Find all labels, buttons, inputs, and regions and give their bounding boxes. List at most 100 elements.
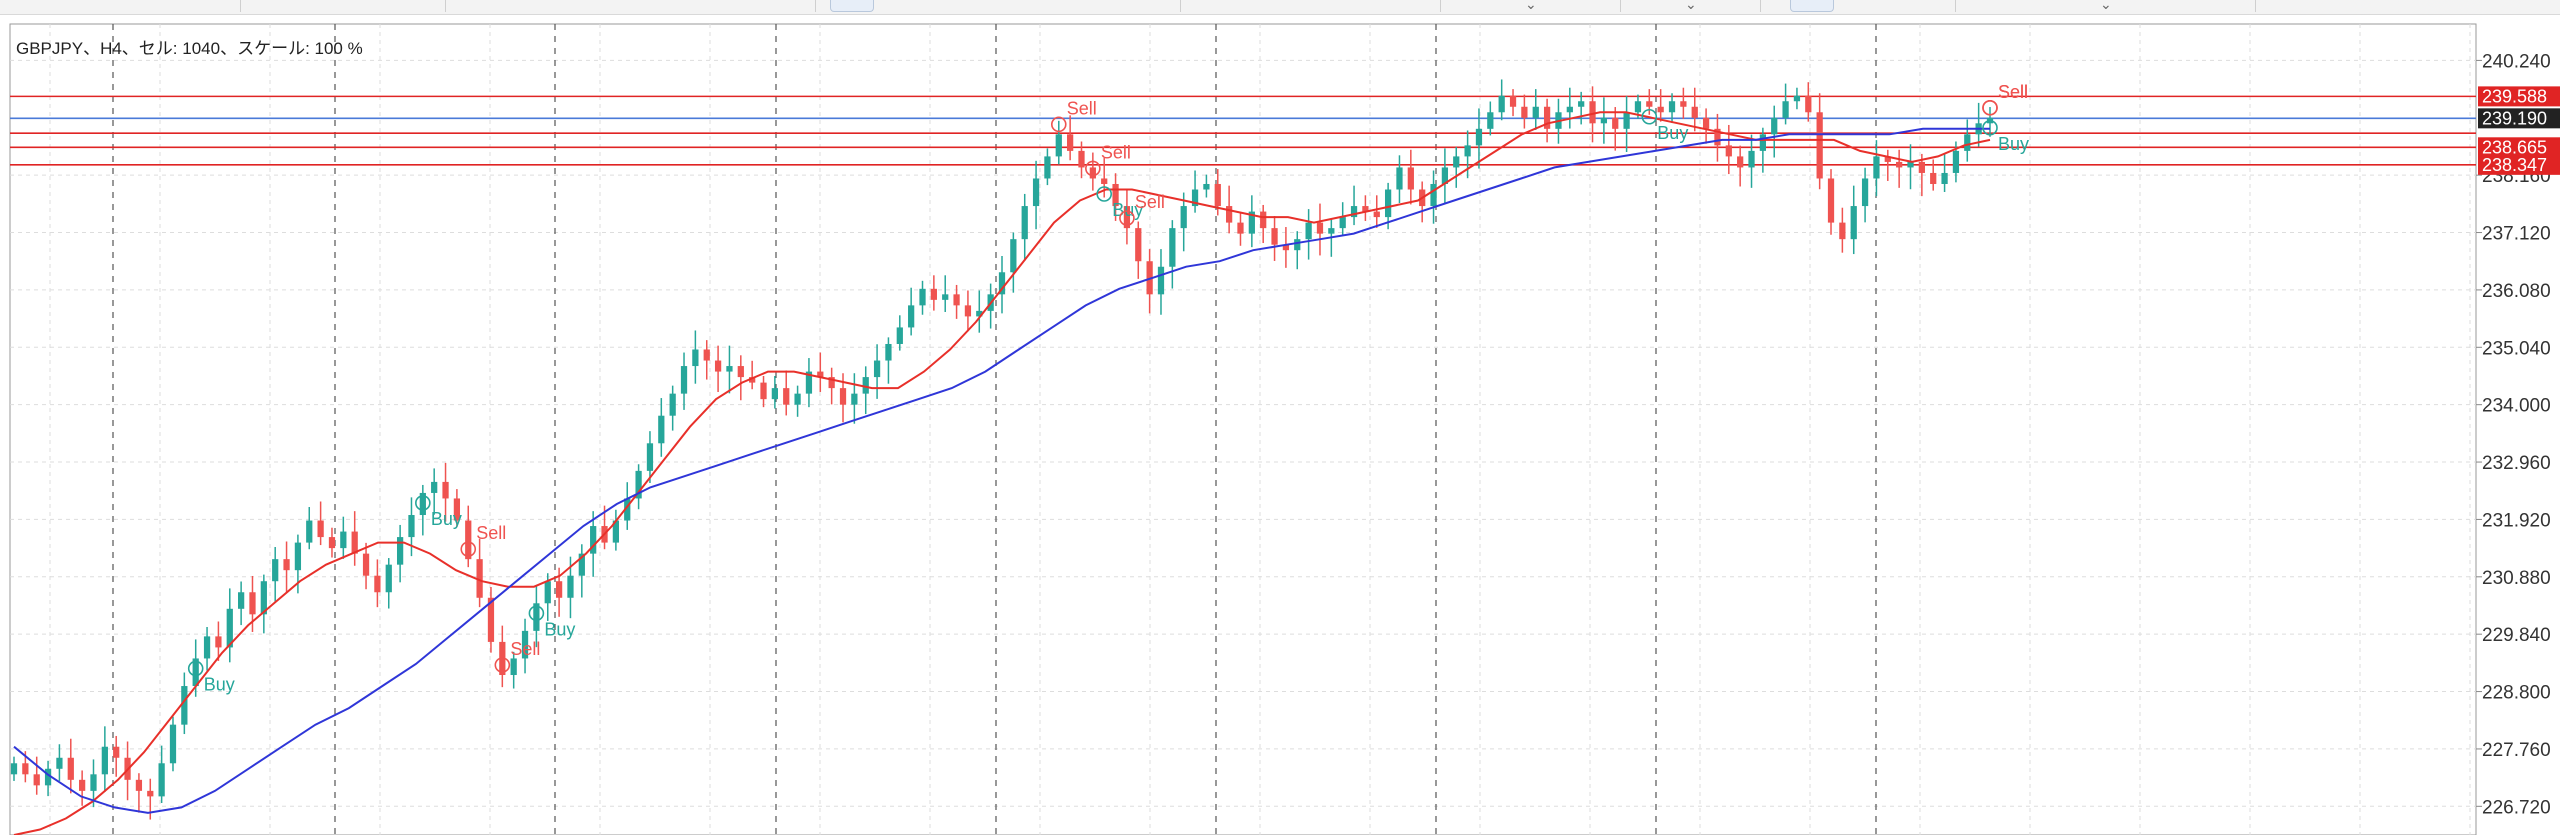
candle-bull <box>896 327 903 344</box>
y-tick-label: 230.880 <box>2482 568 2551 589</box>
candles <box>10 79 1994 820</box>
toolbar-separator <box>240 0 241 12</box>
sell-signal-marker <box>1119 210 1135 226</box>
sell-signal-label: Sell <box>510 639 540 659</box>
candle-bull <box>1191 189 1199 207</box>
candle-bear <box>1737 156 1744 168</box>
candle-bull <box>260 581 267 615</box>
candle-bear <box>817 371 824 378</box>
toolbar-button[interactable] <box>830 0 874 12</box>
candle-bear <box>1839 222 1846 240</box>
candle-bull <box>1907 161 1914 168</box>
candle-bull <box>1305 222 1312 240</box>
candle-bull <box>1668 101 1676 113</box>
candle-bull <box>885 343 892 361</box>
candle-bear <box>1543 106 1551 129</box>
candle-bear <box>147 790 154 797</box>
candle-bull <box>1793 95 1801 102</box>
candle-bear <box>67 757 74 780</box>
candle-bear <box>749 377 756 383</box>
candle-bear <box>1271 228 1278 245</box>
sell-signal-label: Sell <box>1998 82 2028 102</box>
buy-signal-label: Buy <box>1657 123 1688 143</box>
chevron-down-icon[interactable]: ⌄ <box>1685 0 1697 12</box>
candle-bear <box>249 592 256 615</box>
candle-bull <box>1623 112 1630 129</box>
candle-bull <box>726 366 733 372</box>
candle-bear <box>283 559 290 571</box>
candle-bear <box>1805 95 1812 113</box>
buy-signal-label: Buy <box>544 619 575 639</box>
candle-bear <box>1373 211 1380 218</box>
buy-signal-marker <box>1982 119 1998 136</box>
candle-bull <box>646 443 654 471</box>
chart-toolbar: ⌄ ⌄ ⌄ <box>0 0 2560 15</box>
candle-bull <box>1578 101 1585 107</box>
toolbar-button[interactable] <box>1790 0 1834 12</box>
sell-signal-label: Sell <box>476 523 506 543</box>
level-price-tag <box>2478 154 2560 175</box>
candle-bull <box>408 515 415 538</box>
candle-bear <box>1714 128 1721 146</box>
candle-bear <box>1896 161 1903 168</box>
candle-bear <box>1214 183 1221 207</box>
price-tag-label: 238.665 <box>2482 137 2547 157</box>
candle-bull <box>90 774 97 791</box>
candle-bull <box>998 272 1006 295</box>
y-tick-label: 234.000 <box>2482 396 2551 417</box>
candle-bear <box>1816 112 1823 179</box>
candle-bull <box>1498 95 1505 113</box>
candle-bear <box>317 520 324 538</box>
candle-bull <box>169 724 177 764</box>
candle-bull <box>669 393 676 416</box>
candle-bear <box>1612 117 1619 129</box>
candle-bear <box>1930 172 1937 184</box>
candle-bear <box>351 531 358 554</box>
candle-bear <box>1078 150 1085 168</box>
grid <box>9 23 2477 835</box>
candle-bull <box>1180 206 1187 229</box>
candle-bull <box>590 526 597 554</box>
level-price-tag <box>2478 137 2560 158</box>
candle-bear <box>1407 167 1414 190</box>
candle-bear <box>1725 145 1732 157</box>
candle-bull <box>862 377 869 394</box>
candle-bull <box>1952 150 1960 173</box>
trade-signals: BuyBuySellSellBuySellSellBuySellBuySellB… <box>187 82 2029 694</box>
candle-bull <box>612 520 620 543</box>
candle-bear <box>1884 156 1891 162</box>
candle-bull <box>1861 178 1869 207</box>
candle-bull <box>226 608 233 648</box>
candle-bull <box>771 388 778 400</box>
candle-bear <box>487 597 495 642</box>
candle-bull <box>1021 206 1028 240</box>
y-tick-label: 235.040 <box>2482 338 2551 359</box>
candle-bull <box>44 768 52 786</box>
candle-bear <box>1260 211 1267 229</box>
candle-bull <box>1487 112 1494 129</box>
candle-bull <box>1600 117 1608 124</box>
candle-bull <box>1964 134 1971 151</box>
candle-bull <box>1169 228 1176 267</box>
chevron-down-icon[interactable]: ⌄ <box>2100 0 2112 12</box>
candle-bear <box>1680 101 1687 107</box>
candle-bear <box>930 288 937 300</box>
candle-bull <box>635 470 642 499</box>
candle-bull <box>873 360 881 378</box>
chevron-down-icon[interactable]: ⌄ <box>1525 0 1537 12</box>
candle-bull <box>1850 206 1857 240</box>
candle-bull <box>851 393 858 405</box>
candle-bull <box>385 564 392 593</box>
toolbar-separator <box>1955 0 1956 12</box>
sell-signal-marker <box>1982 99 1998 116</box>
candle-bear <box>1509 95 1517 107</box>
period-separators <box>112 24 1877 835</box>
sell-signal-marker <box>1085 160 1101 177</box>
candle-bear <box>1123 206 1131 229</box>
price-axis: 240.240238.160237.120236.080235.040234.0… <box>2476 51 2560 818</box>
toolbar-separator <box>1760 0 1761 12</box>
candle-bear <box>1691 106 1698 118</box>
candle-bull <box>1010 239 1017 273</box>
price-tag-label: 238.347 <box>2482 155 2547 175</box>
